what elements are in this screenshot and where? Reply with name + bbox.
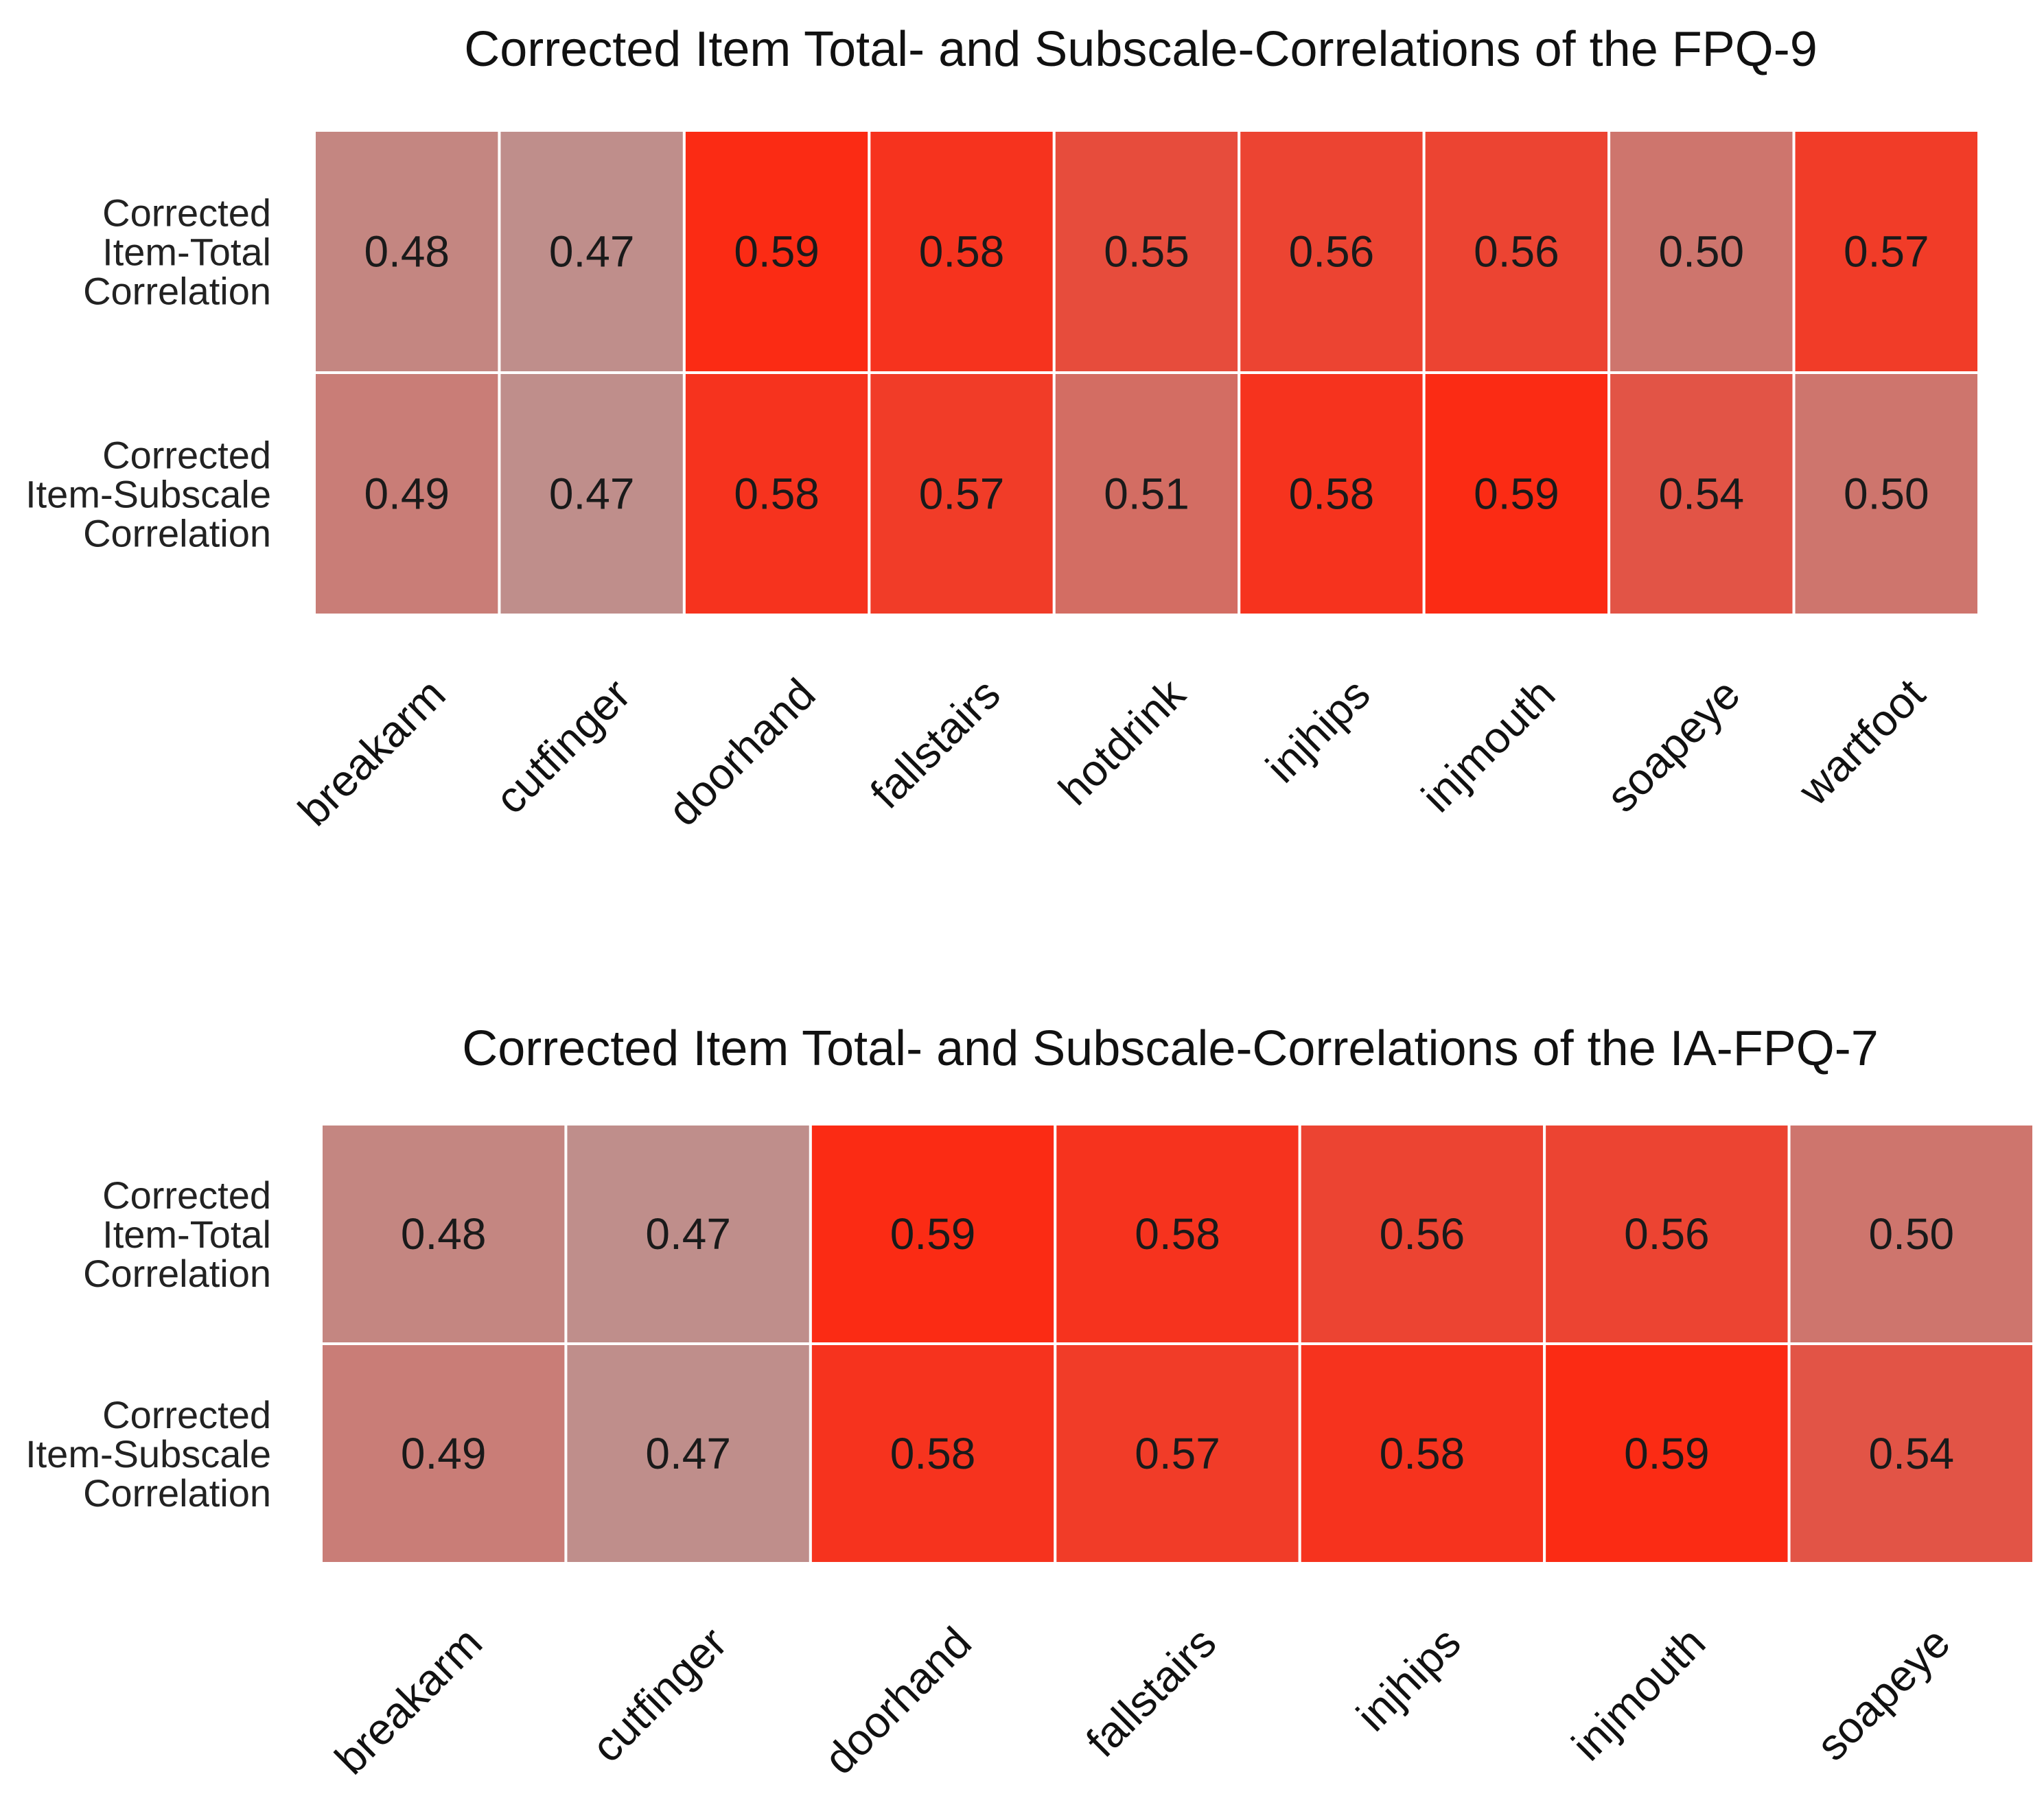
- cell-value-label: 0.56: [1380, 1209, 1465, 1259]
- heatmap-cell: [1543, 1342, 1791, 1565]
- heatmap-panel-1: Corrected Item Total- and Subscale-Corre…: [25, 22, 1981, 835]
- cell-value-label: 0.57: [1135, 1429, 1220, 1478]
- column-label: injmouth: [1412, 669, 1564, 821]
- cell-value-label: 0.49: [364, 469, 450, 519]
- cell-value-label: 0.59: [1624, 1429, 1710, 1478]
- column-label: fallstairs: [861, 669, 1010, 818]
- cell-value-label: 0.54: [1869, 1429, 1955, 1478]
- column-label: soapeye: [1597, 669, 1750, 821]
- cell-value-label: 0.57: [919, 469, 1005, 519]
- heatmap-cell: [313, 371, 501, 616]
- cell-value-label: 0.59: [1474, 469, 1559, 519]
- cell-value-label: 0.47: [645, 1429, 731, 1478]
- row-label: Corrected Item-Total Correlation: [83, 191, 271, 313]
- cell-value-label: 0.48: [401, 1209, 487, 1259]
- column-label: breakarm: [289, 669, 455, 835]
- column-label: hotdrink: [1049, 668, 1195, 815]
- heatmap-cell: [1054, 1123, 1301, 1345]
- cell-value-label: 0.55: [1104, 227, 1189, 277]
- heatmap-cell: [1792, 371, 1981, 616]
- row-label: Corrected Item-Subscale Correlation: [25, 434, 271, 555]
- cell-value-label: 0.57: [1844, 227, 1929, 277]
- row-label: Corrected Item-Total Correlation: [83, 1174, 271, 1295]
- cell-value-label: 0.47: [549, 469, 635, 519]
- cell-value-label: 0.54: [1659, 469, 1745, 519]
- heatmap-cell: [868, 371, 1056, 616]
- heatmap-cell: [1607, 371, 1796, 616]
- cell-value-label: 0.51: [1104, 469, 1189, 519]
- heatmap-cell: [1052, 129, 1241, 374]
- heatmap-cell: [1298, 1123, 1546, 1345]
- heatmap-cell: [1054, 1342, 1301, 1565]
- heatmap-cell: [868, 129, 1056, 374]
- heatmap-cell: [564, 1342, 812, 1565]
- cell-value-label: 0.50: [1659, 227, 1745, 277]
- heatmap-cell: [1607, 129, 1796, 374]
- heatmap-cell: [1422, 371, 1611, 616]
- cell-value-label: 0.49: [401, 1429, 487, 1478]
- cell-value-label: 0.48: [364, 227, 450, 277]
- cell-value-label: 0.58: [1289, 469, 1375, 519]
- column-label: cutfinger: [582, 1618, 736, 1771]
- column-label: doorhand: [658, 669, 824, 835]
- row-label: Corrected Item-Subscale Correlation: [25, 1393, 271, 1515]
- column-label: injhips: [1257, 669, 1380, 792]
- cell-value-label: 0.58: [734, 469, 820, 519]
- heatmap-cell: [1052, 371, 1241, 616]
- column-label: doorhand: [815, 1618, 981, 1784]
- cell-value-label: 0.59: [734, 227, 820, 277]
- column-label: soapeye: [1807, 1618, 1960, 1770]
- heatmap-cell: [809, 1342, 1057, 1565]
- cell-value-label: 0.47: [549, 227, 635, 277]
- heatmap-cell: [320, 1123, 568, 1345]
- cell-value-label: 0.47: [645, 1209, 731, 1259]
- heatmap-cell: [498, 129, 686, 374]
- cell-value-label: 0.58: [1135, 1209, 1220, 1259]
- cell-value-label: 0.56: [1289, 227, 1375, 277]
- cell-value-label: 0.50: [1844, 469, 1929, 519]
- heatmap-cell: [1787, 1123, 2036, 1345]
- chart-title: Corrected Item Total- and Subscale-Corre…: [462, 1021, 1879, 1076]
- cell-value-label: 0.58: [919, 227, 1005, 277]
- column-label: breakarm: [325, 1618, 491, 1784]
- heatmap-cell: [682, 129, 871, 374]
- heatmap-panel-2: Corrected Item Total- and Subscale-Corre…: [25, 1021, 2036, 1784]
- chart-title: Corrected Item Total- and Subscale-Corre…: [464, 22, 1817, 77]
- heatmap-cell: [682, 371, 871, 616]
- heatmap-cell: [809, 1123, 1057, 1345]
- cell-value-label: 0.58: [1380, 1429, 1465, 1478]
- heatmap-cell: [564, 1123, 812, 1345]
- column-label: fallstairs: [1077, 1618, 1226, 1766]
- column-label: injmouth: [1562, 1618, 1715, 1770]
- heatmap-cell: [1238, 129, 1426, 374]
- cell-value-label: 0.56: [1474, 227, 1559, 277]
- column-label: wartfoot: [1789, 669, 1935, 815]
- cell-value-label: 0.56: [1624, 1209, 1710, 1259]
- cell-value-label: 0.50: [1869, 1209, 1955, 1259]
- column-label: cutfinger: [486, 669, 640, 823]
- heatmap-cell: [313, 129, 501, 374]
- cell-value-label: 0.58: [890, 1429, 976, 1478]
- column-label: injhips: [1347, 1618, 1470, 1740]
- heatmap-cell: [1787, 1342, 2036, 1565]
- cell-value-label: 0.59: [890, 1209, 976, 1259]
